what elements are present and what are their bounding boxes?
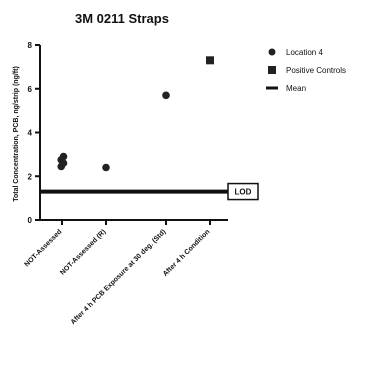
y-axis-label: Total Concentration, PCB, ng/strip (ng/f… — [13, 66, 20, 202]
lod-label: LOD — [235, 188, 252, 197]
x-tick-label: After 4 h PCB Exposure at 30 deg. (Std) — [70, 228, 168, 326]
y-axis: 0 2 4 6 8 — [28, 41, 41, 225]
legend-marker-square — [268, 66, 276, 74]
y-tick-label: 0 — [28, 216, 33, 225]
y-tick-label: 4 — [28, 129, 33, 138]
legend-label: Location 4 — [286, 48, 323, 57]
y-tick-label: 2 — [28, 172, 33, 181]
legend-marker-circle — [268, 48, 276, 56]
x-tick-label: NOT-Assessed (R) — [59, 228, 107, 276]
legend: Location 4 Positive Controls Mean — [266, 48, 346, 93]
y-tick-label: 8 — [28, 41, 33, 50]
chart-title: 3M 0211 Straps — [75, 11, 169, 26]
legend-label: Mean — [286, 84, 306, 93]
data-point-circle — [162, 91, 170, 100]
data-point-square — [206, 56, 214, 65]
reference-lines: LOD — [40, 182, 259, 201]
data-point-circle — [57, 162, 66, 171]
y-tick-label: 6 — [28, 85, 33, 94]
legend-label: Positive Controls — [286, 66, 346, 75]
data-points — [57, 56, 214, 172]
x-tick-label: NOT-Assessed — [24, 228, 64, 268]
data-point-circle — [102, 163, 110, 172]
lod-label-box — [227, 182, 259, 201]
x-tick-label: After 4 h Condition — [162, 228, 211, 277]
